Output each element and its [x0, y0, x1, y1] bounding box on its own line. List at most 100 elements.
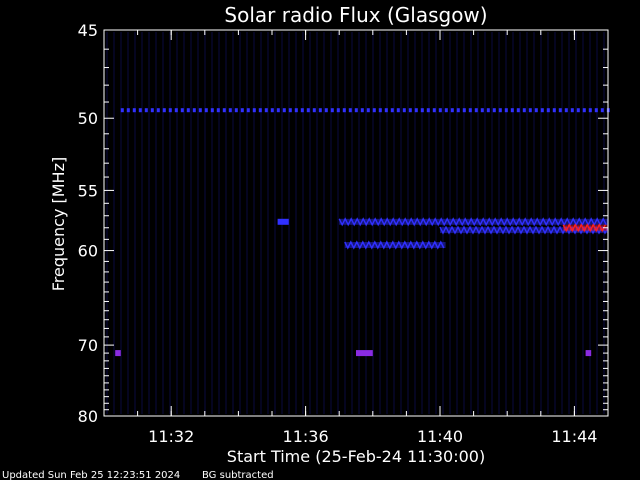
emission-mark — [552, 108, 556, 113]
background-stripe — [197, 32, 199, 414]
emission-mark — [336, 108, 340, 113]
emission-mark — [162, 108, 166, 113]
background-stripe — [379, 32, 381, 414]
background-stripe — [211, 32, 213, 414]
emission-mark — [216, 108, 220, 113]
background-stripe — [274, 32, 276, 414]
background-stripe — [113, 32, 115, 414]
emission-mark — [360, 108, 364, 113]
background-stripe — [470, 32, 472, 414]
emission-mark — [588, 108, 592, 113]
background-stripe — [204, 32, 206, 414]
emission-band — [439, 225, 609, 235]
emission-mark — [468, 108, 472, 113]
emission-mark — [516, 108, 520, 113]
background-stripe — [316, 32, 318, 414]
emission-mark — [408, 108, 412, 113]
background-stripe — [554, 32, 556, 414]
emission-band — [356, 350, 373, 357]
emission-mark — [420, 108, 424, 113]
emission-mark — [528, 108, 532, 113]
emission-mark — [384, 108, 388, 113]
background-stripe — [547, 32, 549, 414]
background-stripe — [141, 32, 143, 414]
emission-mark — [294, 108, 298, 113]
background-stripe — [505, 32, 507, 414]
emission-mark — [439, 225, 609, 235]
background-stripe — [288, 32, 290, 414]
emission-mark — [324, 108, 328, 113]
emission-band — [338, 217, 608, 227]
background-stripe — [596, 32, 598, 414]
emission-mark — [576, 108, 580, 113]
emission-mark — [234, 108, 238, 113]
emission-band — [120, 108, 610, 113]
emission-mark — [115, 350, 121, 357]
emission-mark — [562, 223, 606, 233]
background-stripe — [323, 32, 325, 414]
emission-mark — [356, 350, 373, 357]
emission-mark — [402, 108, 406, 113]
x-tick-label: 11:32 — [148, 427, 194, 446]
background-stripe — [512, 32, 514, 414]
y-tick-label: 55 — [78, 181, 98, 200]
emission-mark — [312, 108, 316, 113]
emission-mark — [252, 108, 256, 113]
emission-mark — [426, 108, 430, 113]
emission-mark — [288, 108, 292, 113]
emission-mark — [246, 108, 250, 113]
background-stripe — [134, 32, 136, 414]
emission-mark — [354, 108, 358, 113]
emission-mark — [126, 108, 130, 113]
emission-mark — [330, 108, 334, 113]
emission-mark — [540, 108, 544, 113]
background-stripe — [225, 32, 227, 414]
emission-mark — [414, 108, 418, 113]
y-axis-label: Frequency [MHz] — [49, 157, 68, 291]
background-stripe — [351, 32, 353, 414]
background-stripe — [190, 32, 192, 414]
emission-band — [344, 240, 446, 250]
emission-band — [585, 350, 592, 357]
background-stripe — [246, 32, 248, 414]
background-stripe — [218, 32, 220, 414]
background-stripe — [477, 32, 479, 414]
emission-mark — [564, 108, 568, 113]
emission-mark — [440, 227, 608, 234]
y-tick-label: 50 — [78, 109, 98, 128]
background-stripe — [309, 32, 311, 414]
background-stripe — [120, 32, 122, 414]
emission-mark — [585, 350, 592, 357]
emission-mark — [492, 108, 496, 113]
background-stripe — [106, 32, 108, 414]
emission-mark — [366, 108, 370, 113]
x-tick-label: 11:36 — [283, 427, 329, 446]
background-stripe — [162, 32, 164, 414]
emission-mark — [276, 108, 280, 113]
emission-mark — [372, 108, 376, 113]
emission-mark — [306, 108, 310, 113]
background-stripe — [295, 32, 297, 414]
emission-mark — [138, 108, 142, 113]
background-stripe — [603, 32, 605, 414]
background-stripe — [239, 32, 241, 414]
background-stripe — [155, 32, 157, 414]
emission-mark — [210, 108, 214, 113]
emission-mark — [318, 108, 322, 113]
emission-mark — [120, 108, 124, 113]
emission-mark — [144, 108, 148, 113]
emission-band — [562, 223, 608, 233]
background-stripe — [169, 32, 171, 414]
emission-mark — [558, 108, 562, 113]
emission-mark — [534, 108, 538, 113]
background-stripe — [386, 32, 388, 414]
background-stripe — [232, 32, 234, 414]
emission-mark — [222, 108, 226, 113]
emission-mark — [270, 108, 274, 113]
emission-mark — [240, 108, 244, 113]
emission-band — [115, 350, 121, 357]
emission-mark — [600, 108, 604, 113]
emission-mark — [456, 108, 460, 113]
emission-mark — [132, 108, 136, 113]
